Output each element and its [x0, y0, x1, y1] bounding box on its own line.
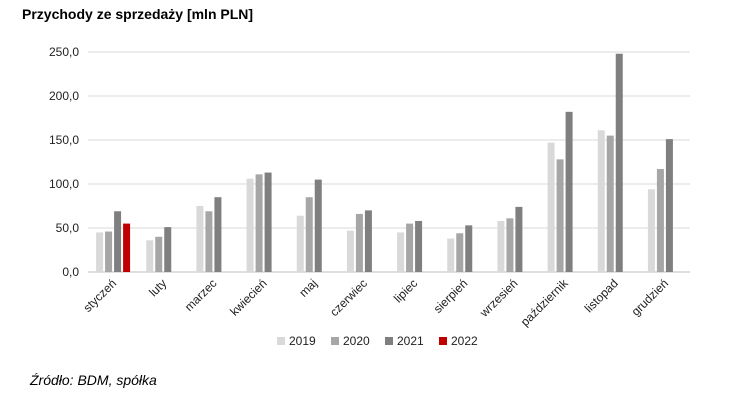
bar-2019: [547, 142, 555, 272]
bar-2019: [447, 238, 455, 272]
bar-2021: [214, 197, 222, 272]
bar-2020: [406, 223, 414, 272]
x-tick-label: listopad: [582, 276, 621, 315]
legend-swatch-2019: [277, 337, 285, 345]
bar-2019: [296, 215, 304, 272]
bar-2019: [597, 130, 605, 272]
x-tick-label: grudzień: [629, 276, 671, 318]
bar-2021: [665, 139, 673, 272]
x-tick-label: październik: [518, 276, 572, 330]
bar-2021: [364, 210, 372, 272]
x-tick-label: styczeń: [81, 276, 120, 315]
bar-2021: [615, 53, 623, 273]
bar-2019: [96, 232, 104, 272]
bar-2022: [123, 223, 131, 272]
x-tick-label: wrzesień: [476, 276, 520, 320]
y-tick-label: 50,0: [56, 221, 80, 235]
x-tick-label: maj: [296, 276, 320, 300]
source-note: Źródło: BDM, spółka: [30, 372, 157, 388]
x-tick-label: czerwiec: [327, 276, 370, 319]
bar-2019: [497, 220, 505, 272]
bar-2021: [515, 206, 523, 272]
legend-label-2020: 2020: [343, 334, 370, 348]
bar-2019: [346, 230, 354, 272]
bar-2019: [246, 178, 254, 272]
bar-2019: [146, 240, 154, 272]
y-axis-ticks: 0,0 50,0 100,0 150,0 200,0 250,0: [49, 45, 79, 279]
gridlines: [88, 51, 690, 273]
x-tick-label: lipiec: [391, 276, 420, 305]
y-tick-label: 200,0: [49, 89, 79, 103]
bar-2019: [397, 232, 405, 272]
x-axis-ticks: styczeń luty marzec kwiecień maj czerwiec lipi…: [81, 276, 672, 330]
bar-2021: [114, 211, 122, 272]
bar-2020: [556, 159, 564, 272]
bar-2021: [565, 111, 573, 272]
bar-2020: [205, 211, 213, 272]
legend-swatch-2020: [331, 337, 339, 345]
legend: 2019 2020 2021 2022: [277, 334, 478, 348]
legend-label-2019: 2019: [289, 334, 316, 348]
x-tick-label: luty: [146, 276, 169, 299]
bar-2020: [105, 231, 113, 272]
y-tick-label: 100,0: [49, 177, 79, 191]
y-tick-label: 150,0: [49, 133, 79, 147]
bar-2021: [465, 225, 473, 272]
y-tick-label: 0,0: [62, 265, 79, 279]
x-tick-label: kwiecień: [227, 276, 269, 318]
bar-2020: [656, 169, 664, 272]
legend-label-2022: 2022: [451, 334, 478, 348]
bar-2020: [255, 174, 263, 272]
bar-2021: [314, 179, 322, 272]
bar-2021: [264, 172, 272, 272]
bar-2020: [506, 218, 514, 272]
x-tick-label: sierpień: [431, 276, 471, 316]
bar-2020: [305, 197, 313, 272]
x-tick-label: marzec: [182, 276, 220, 314]
bar-2019: [196, 206, 204, 272]
bar-2021: [164, 227, 172, 272]
bar-2020: [606, 135, 614, 272]
legend-label-2021: 2021: [397, 334, 424, 348]
legend-swatch-2022: [439, 337, 447, 345]
bar-2020: [155, 236, 163, 272]
legend-swatch-2021: [385, 337, 393, 345]
bars: [96, 53, 673, 273]
bar-2020: [355, 213, 363, 272]
chart-title: Przychody ze sprzedaży [mln PLN]: [22, 6, 254, 22]
y-tick-label: 250,0: [49, 45, 79, 59]
bar-2020: [456, 233, 464, 272]
bar-2019: [647, 189, 655, 272]
bar-2021: [415, 220, 423, 272]
